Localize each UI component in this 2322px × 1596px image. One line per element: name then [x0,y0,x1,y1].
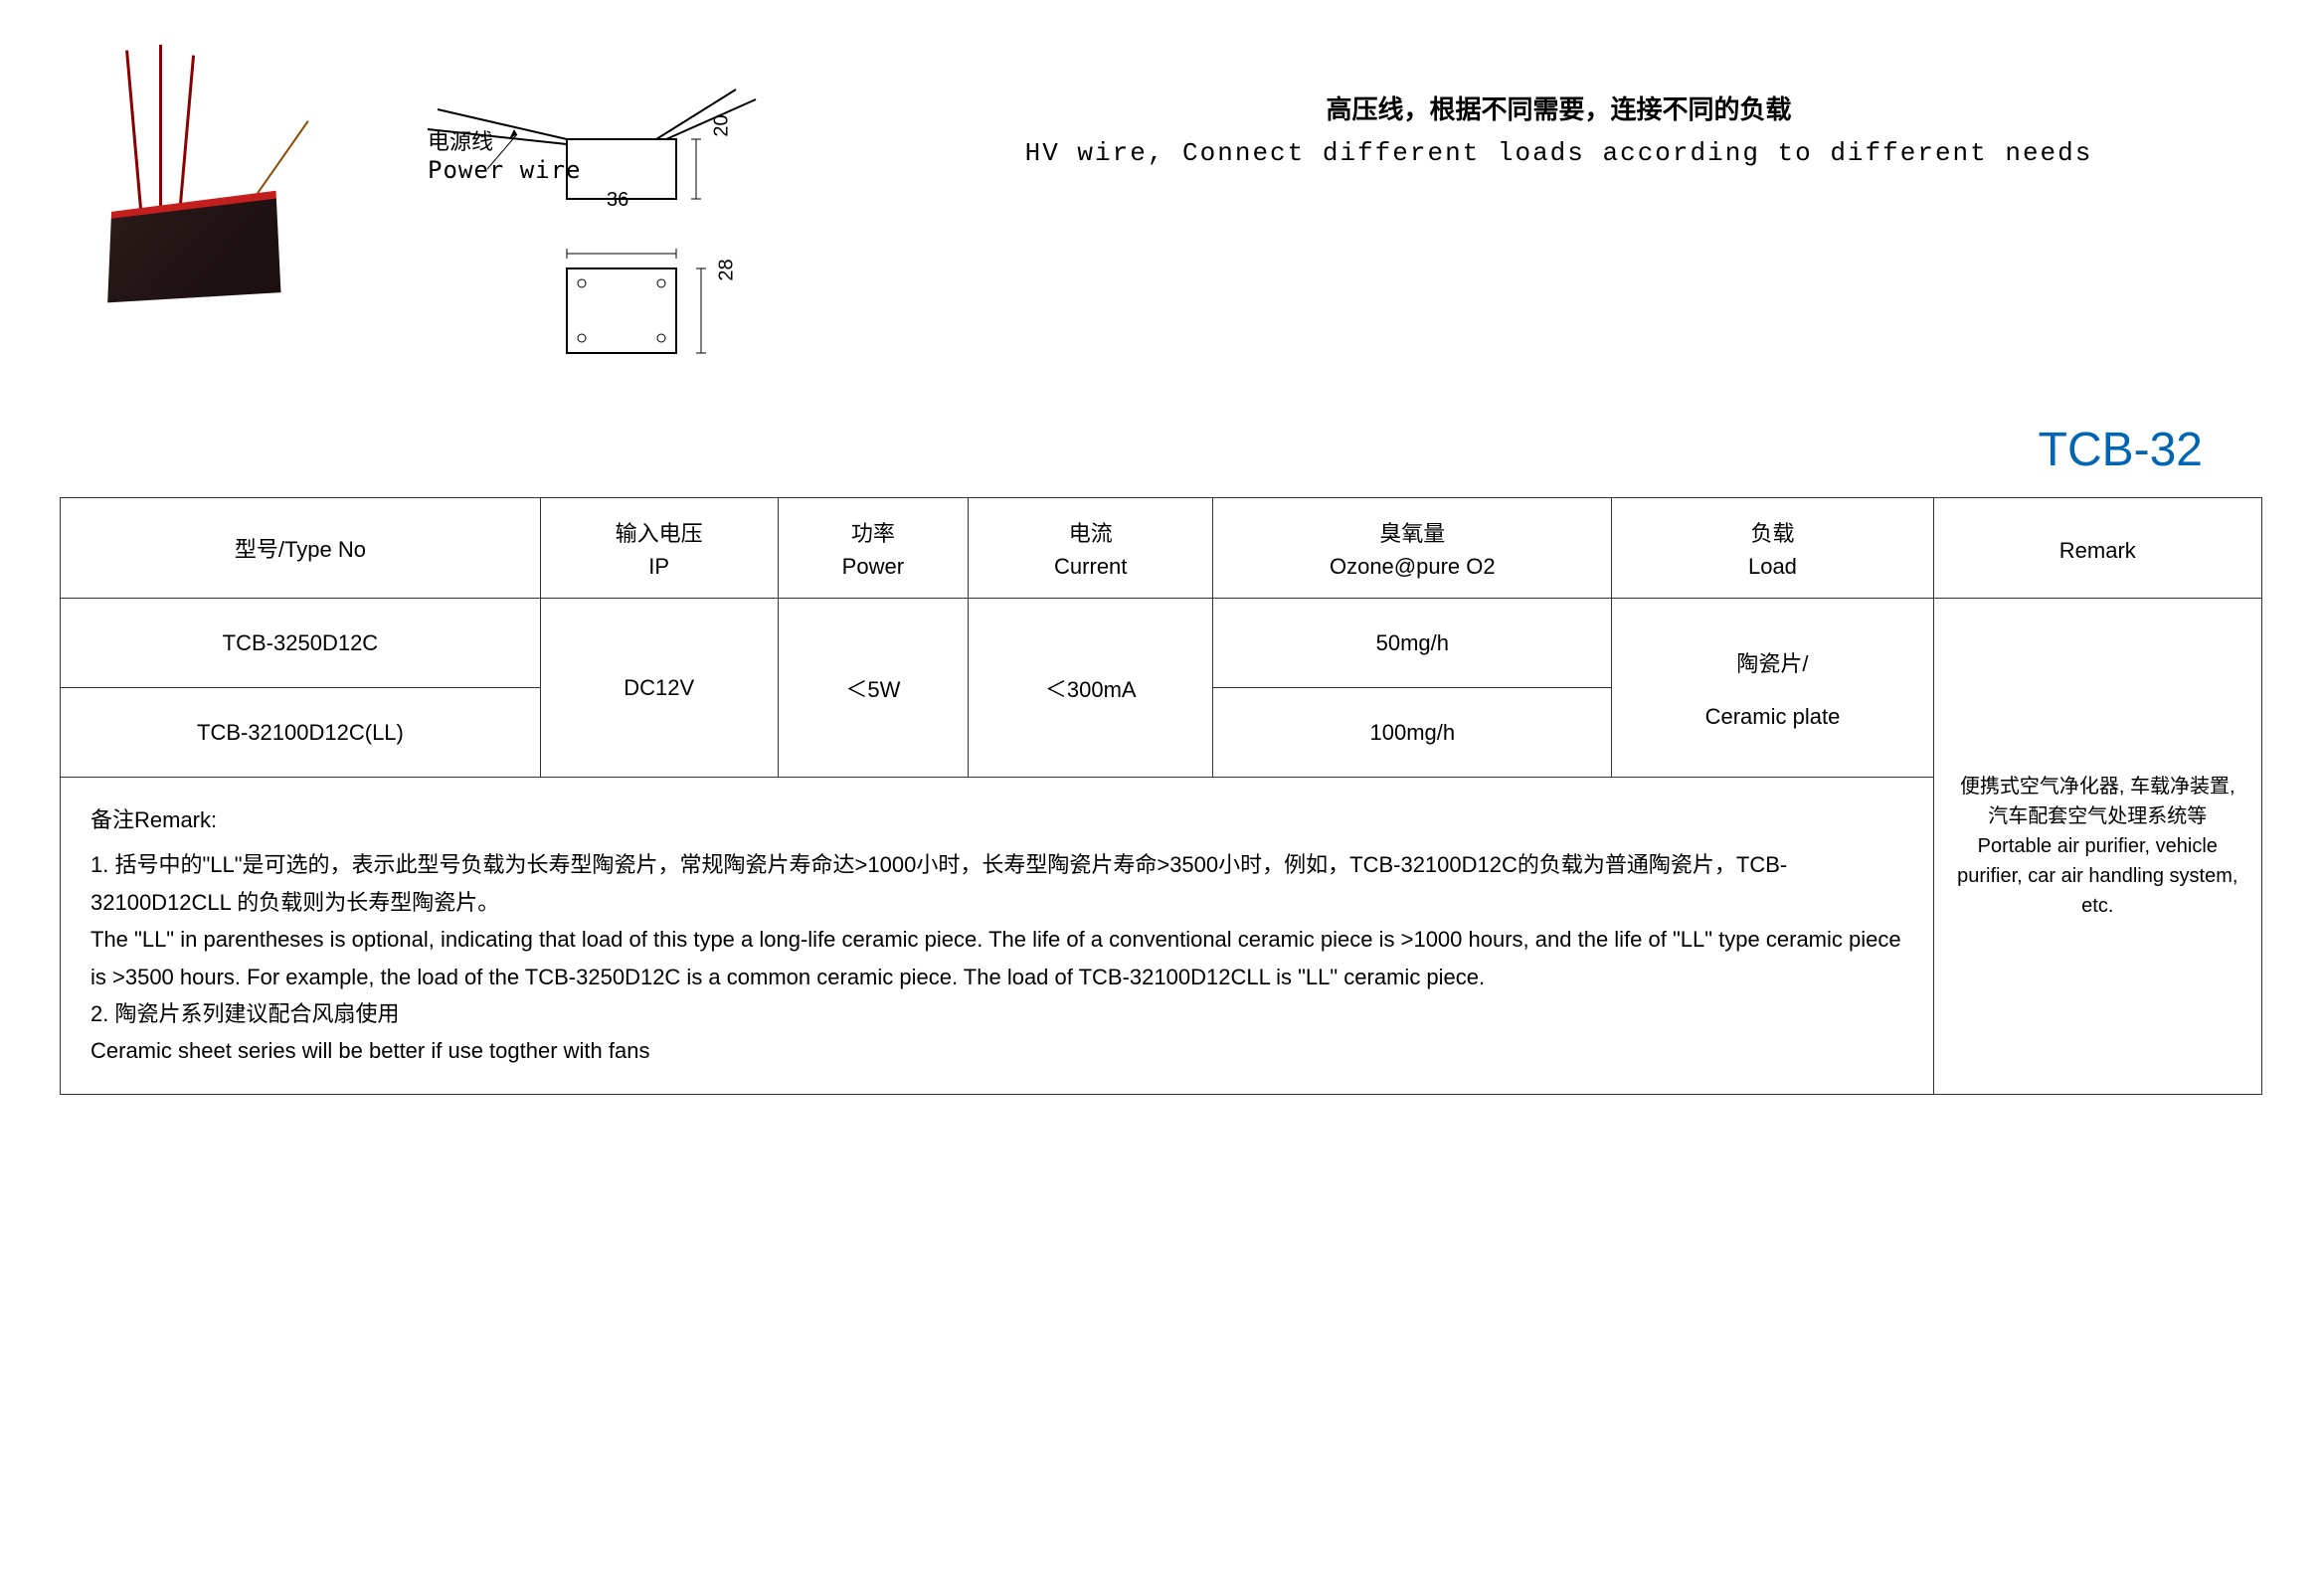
cell-load: 陶瓷片/ Ceramic plate [1612,599,1933,778]
remark-line1-cn: 1. 括号中的"LL"是可选的，表示此型号负载为长寿型陶瓷片，常规陶瓷片寿命达>… [90,846,1903,921]
header-type: 型号/Type No [61,498,541,599]
cell-type: TCB-32100D12C(LL) [61,688,541,778]
cell-type: TCB-3250D12C [61,599,541,688]
header-power: 功率 Power [778,498,969,599]
power-wire-label-en: Power wire [428,156,582,184]
table-remark-row: 备注Remark: 1. 括号中的"LL"是可选的，表示此型号负载为长寿型陶瓷片… [61,778,2262,1095]
technical-diagram: 电源线 Power wire 20 36 28 [368,40,825,383]
product-photo [60,40,338,318]
wire-icon [125,50,142,209]
header-load: 负载 Load [1612,498,1933,599]
model-title: TCB-32 [60,423,2203,477]
table-row: TCB-3250D12C DC12V ＜5W ＜300mA 50mg/h 陶瓷片… [61,599,2262,688]
spec-table: 型号/Type No 输入电压 IP 功率 Power 电流 Current 臭… [60,497,2262,1095]
wire-icon [159,45,162,214]
dimension-depth: 28 [716,259,739,280]
power-wire-label-cn: 电源线 [428,124,582,156]
remark-line2-cn: 2. 陶瓷片系列建议配合风扇使用 [90,995,1903,1032]
cell-ip: DC12V [540,599,778,778]
wire-icon [179,55,195,204]
remark-line1-en: The "LL" in parentheses is optional, ind… [90,921,1903,995]
top-section: 电源线 Power wire 20 36 28 高压线，根据不同需要，连接不同的… [60,40,2262,383]
product-box-icon [107,191,280,303]
cell-ozone: 100mg/h [1213,688,1612,778]
header-current: 电流 Current [969,498,1213,599]
header-ozone: 臭氧量 Ozone@pure O2 [1213,498,1612,599]
hv-wire-description: 高压线，根据不同需要，连接不同的负载 HV wire, Connect diff… [855,40,2262,168]
remark-title: 备注Remark: [90,801,1903,838]
dimension-height: 20 [711,114,734,136]
cell-current: ＜300mA [969,599,1213,778]
header-remark: Remark [1933,498,2261,599]
hv-wire-text-cn: 高压线，根据不同需要，连接不同的负载 [855,89,2262,126]
cell-power: ＜5W [778,599,969,778]
table-header-row: 型号/Type No 输入电压 IP 功率 Power 电流 Current 臭… [61,498,2262,599]
header-ip: 输入电压 IP [540,498,778,599]
cell-remark-side: 便携式空气净化器, 车载净装置, 汽车配套空气处理系统等 Portable ai… [1933,599,2261,1095]
remark-line2-en: Ceramic sheet series will be better if u… [90,1032,1903,1069]
hv-wire-text-en: HV wire, Connect different loads accordi… [855,138,2262,168]
cell-ozone: 50mg/h [1213,599,1612,688]
remark-block: 备注Remark: 1. 括号中的"LL"是可选的，表示此型号负载为长寿型陶瓷片… [61,778,1934,1095]
dimension-width: 36 [607,189,628,212]
